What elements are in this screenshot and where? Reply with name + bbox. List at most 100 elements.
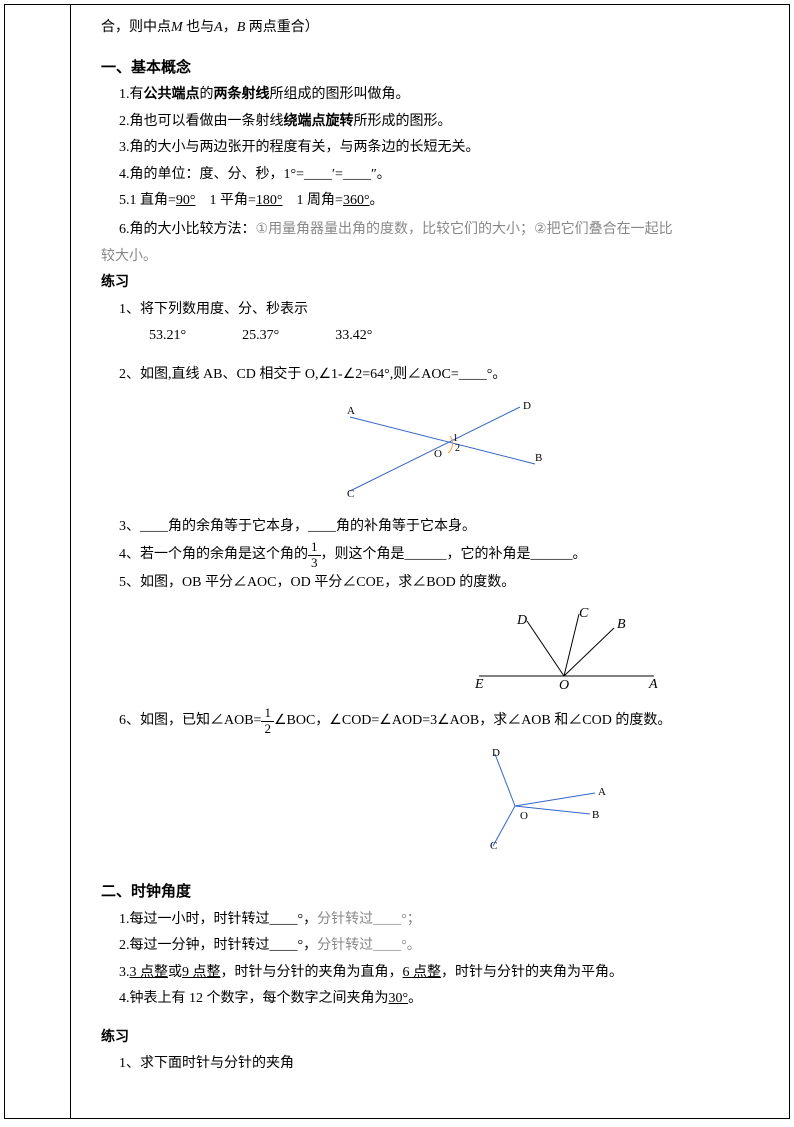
s1-item1: 1.有公共端点的两条射线所组成的图形叫做角。 — [101, 82, 769, 109]
label-a: A — [347, 405, 355, 417]
figure2-svg: A B C D E O — [469, 606, 669, 691]
text-u: 6 点整 — [403, 965, 442, 980]
label-a: A — [648, 677, 658, 691]
s2-item3: 3.3 点整或9 点整，时针与分针的夹角为直角，6 点整，时针与分针的夹角为平角… — [101, 960, 769, 987]
p1-q2: 2、如图,直线 AB、CD 相交于 O,∠1-∠2=64°,则∠AOC=____… — [101, 362, 769, 389]
figure1-wrap: A B C D O 1 2 — [101, 399, 769, 504]
s1-item6b: 较大小。 — [101, 244, 769, 271]
label-d: D — [492, 747, 500, 759]
fig2-lines — [479, 614, 654, 676]
top-line: 合，则中点M 也与A，B 两点重合） — [101, 15, 769, 42]
text: 1 周角= — [283, 193, 343, 208]
p1-q1-nums: 53.21° 25.37° 33.42° — [101, 323, 769, 350]
numerator: 1 — [261, 706, 274, 721]
text: ，时针与分针的夹角为平角。 — [441, 965, 623, 980]
arc2 — [448, 447, 452, 453]
practice1-heading: 练习 — [101, 270, 769, 297]
s2-item2: 2.每过一分钟，时针转过____°，分针转过____°。 — [101, 933, 769, 960]
text-u: 9 点整 — [182, 965, 221, 980]
practice2-heading: 练习 — [101, 1025, 769, 1052]
line-oa — [515, 793, 595, 806]
text: 。 — [408, 991, 422, 1006]
text: 1.每过一小时，时针转过____°， — [119, 912, 317, 927]
label-o: O — [434, 448, 442, 460]
denominator: 3 — [308, 556, 321, 570]
text-u: 90° — [176, 193, 196, 208]
label-d: D — [516, 613, 527, 628]
s1-item4: 4.角的单位：度、分、秒，1°=____′=____″。 — [101, 162, 769, 189]
p2-q1: 1、求下面时针与分针的夹角 — [101, 1051, 769, 1078]
label-2: 2 — [455, 443, 460, 454]
text: 2.每过一分钟，时针转过____°， — [119, 938, 317, 953]
fraction-1-2: 12 — [261, 706, 274, 736]
text-u: 3 点整 — [130, 965, 169, 980]
page-frame: 合，则中点M 也与A，B 两点重合） 一、基本概念 1.有公共端点的两条射线所组… — [4, 4, 790, 1119]
text: 1 平角= — [196, 193, 256, 208]
circled-2: ② — [534, 220, 547, 236]
text: 所组成的图形叫做角。 — [270, 87, 410, 102]
b-var: B — [237, 20, 246, 35]
a-var: A — [214, 20, 223, 35]
figure1-svg: A B C D O 1 2 — [305, 399, 565, 499]
gray-text: 把它们叠合在一起比 — [547, 222, 673, 237]
text: 3. — [119, 965, 130, 980]
text: 6.角的大小比较方法： — [119, 222, 256, 237]
gray-text: 用量角器量出角的度数，比较它们的大小； — [268, 222, 534, 237]
m-var: M — [171, 20, 183, 35]
text: 合，则中点 — [101, 20, 171, 35]
section2-heading: 二、时钟角度 — [101, 878, 769, 907]
text: 也与 — [183, 20, 215, 35]
p1-q4: 4、若一个角的余角是这个角的13，则这个角是______，它的补角是______… — [101, 540, 769, 570]
text: 5.1 直角= — [119, 193, 176, 208]
text-u: 360° — [343, 193, 370, 208]
label-o: O — [520, 810, 528, 822]
text-bold: 公共端点 — [144, 87, 200, 102]
fraction-1-3: 13 — [308, 540, 321, 570]
text: 2.角也可以看做由一条射线 — [119, 114, 284, 129]
s1-item2: 2.角也可以看做由一条射线绕端点旋转所形成的图形。 — [101, 109, 769, 136]
denominator: 2 — [261, 722, 274, 736]
text: 两点重合） — [245, 20, 319, 35]
circled-1: ① — [256, 220, 269, 236]
s1-item3: 3.角的大小与两边张开的程度有关，与两条边的长短无关。 — [101, 135, 769, 162]
text: ， — [223, 20, 237, 35]
numerator: 1 — [308, 540, 321, 555]
s1-item6a: 6.角的大小比较方法：①用量角器量出角的度数，比较它们的大小；②把它们叠合在一起… — [101, 215, 769, 244]
line-oc — [564, 614, 579, 676]
text-u: 180° — [256, 193, 283, 208]
text: 4、若一个角的余角是这个角的 — [119, 547, 308, 562]
text: ，时针与分针的夹角为直角， — [221, 965, 403, 980]
gray-text: 分针转过____°。 — [317, 938, 421, 953]
label-a: A — [598, 786, 606, 798]
p1-q1: 1、将下列数用度、分、秒表示 — [101, 297, 769, 324]
fig2-labels: A B C D E O — [474, 606, 658, 691]
label-o: O — [559, 678, 569, 691]
label-b: B — [617, 617, 626, 632]
label-c: C — [347, 488, 354, 499]
text: ∠BOC，∠COD=∠AOD=3∠AOB，求∠AOB 和∠COD 的度数。 — [274, 713, 671, 728]
line-od — [495, 754, 515, 806]
label-b: B — [535, 452, 542, 464]
s2-item1: 1.每过一小时，时针转过____°，分针转过____°； — [101, 907, 769, 934]
text: 的 — [200, 87, 214, 102]
label-c: C — [579, 606, 589, 621]
line-ob — [564, 628, 614, 676]
text-bold: 绕端点旋转 — [284, 114, 354, 129]
label-e: E — [474, 677, 484, 691]
line-ab — [350, 417, 535, 464]
p1-q6: 6、如图，已知∠AOB=12∠BOC，∠COD=∠AOD=3∠AOB，求∠AOB… — [101, 706, 769, 736]
text: 或 — [168, 965, 182, 980]
s1-item5: 5.1 直角=90° 1 平角=180° 1 周角=360°。 — [101, 188, 769, 215]
text: 4.钟表上有 12 个数字，每个数字之间夹角为 — [119, 991, 389, 1006]
p1-q5: 5、如图，OB 平分∠AOC，OD 平分∠COE，求∠BOD 的度数。 — [101, 570, 769, 597]
content-area: 合，则中点M 也与A，B 两点重合） 一、基本概念 1.有公共端点的两条射线所组… — [70, 5, 789, 1118]
text: 所形成的图形。 — [354, 114, 452, 129]
section1-heading: 一、基本概念 — [101, 54, 769, 83]
text: 1.有 — [119, 87, 144, 102]
fig1-lines — [350, 407, 535, 491]
label-d: D — [523, 400, 531, 412]
text: 。 — [370, 193, 384, 208]
fig3-lines — [493, 754, 595, 846]
figure2-wrap: A B C D E O — [101, 606, 769, 696]
s2-item4: 4.钟表上有 12 个数字，每个数字之间夹角为30°。 — [101, 986, 769, 1013]
